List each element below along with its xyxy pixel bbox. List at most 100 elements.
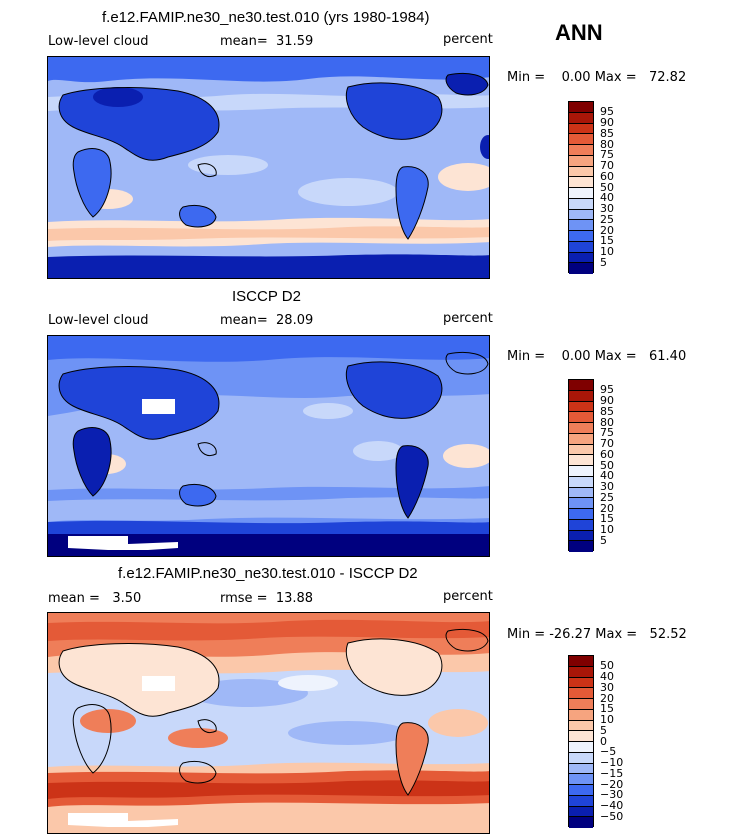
colorbar-swatch <box>569 198 593 210</box>
colorbar-swatch <box>569 817 593 828</box>
panel-3-rmse-label: rmse = 13.88 <box>220 591 313 606</box>
colorbar-swatch <box>569 188 593 199</box>
colorbar-label: 95 <box>600 383 614 397</box>
colorbar-label: −15 <box>600 766 624 780</box>
colorbar-label: −40 <box>600 799 624 812</box>
panel-3-mean-label: mean = 3.50 <box>48 591 141 606</box>
panel-3-colorbar-box <box>568 655 594 828</box>
colorbar-label: 50 <box>600 458 614 472</box>
colorbar-label: 50 <box>600 659 614 673</box>
colorbar-swatch <box>569 263 593 274</box>
colorbar-label: 60 <box>600 169 614 183</box>
colorbar-label: 90 <box>600 394 614 407</box>
colorbar-label: 70 <box>600 437 614 450</box>
panel-1-units: percent <box>443 32 493 47</box>
colorbar-label: 0 <box>600 734 607 748</box>
panel-2-map <box>47 335 490 557</box>
panel-3-minmax: Min = -26.27 Max = 52.52 <box>507 627 687 642</box>
colorbar-swatch <box>569 498 593 509</box>
colorbar-swatch <box>569 444 593 456</box>
colorbar-swatch <box>569 509 593 520</box>
panel-2-units: percent <box>443 311 493 326</box>
colorbar-label: 10 <box>600 713 614 726</box>
colorbar-label: 25 <box>600 212 614 226</box>
colorbar-label: −50 <box>600 809 624 823</box>
colorbar-swatch <box>569 241 593 253</box>
panel-2-colorbar-box <box>568 379 594 552</box>
colorbar-label: 50 <box>600 180 614 194</box>
colorbar-swatch <box>569 530 593 542</box>
colorbar-label: −20 <box>600 777 624 791</box>
colorbar-label: 5 <box>600 255 607 269</box>
colorbar-swatch <box>569 412 593 423</box>
colorbar-label: 85 <box>600 126 614 140</box>
colorbar-label: 20 <box>600 501 614 515</box>
panel-1-variable-label: Low-level cloud <box>48 34 149 49</box>
colorbar-swatch <box>569 795 593 807</box>
colorbar-swatch <box>569 785 593 796</box>
colorbar-swatch <box>569 380 593 391</box>
colorbar-swatch <box>569 519 593 531</box>
colorbar-swatch <box>569 423 593 434</box>
panel-2-map-svg <box>48 336 489 556</box>
panel-1-mean-value: 31.59 <box>276 34 314 49</box>
colorbar-swatch <box>569 231 593 242</box>
colorbar-label: 40 <box>600 191 614 205</box>
panel-3-mean-value: 3.50 <box>112 591 142 606</box>
colorbar-swatch <box>569 390 593 402</box>
panel-2-title: ISCCP D2 <box>232 288 301 305</box>
colorbar-swatch <box>569 455 593 466</box>
colorbar-label: 15 <box>600 234 614 248</box>
panel-3-title: f.e12.FAMIP.ne30_ne30.test.010 - ISCCP D… <box>118 565 418 582</box>
colorbar-swatch <box>569 476 593 488</box>
panel-2-variable-label: Low-level cloud <box>48 313 149 328</box>
colorbar-swatch <box>569 731 593 742</box>
colorbar-swatch <box>569 252 593 264</box>
colorbar-swatch <box>569 220 593 231</box>
colorbar-label: 40 <box>600 469 614 483</box>
colorbar-label: −10 <box>600 756 624 769</box>
colorbar-swatch <box>569 134 593 145</box>
colorbar-swatch <box>569 742 593 753</box>
colorbar-label: 75 <box>600 148 614 162</box>
colorbar-label: 20 <box>600 691 614 705</box>
colorbar-label: 90 <box>600 116 614 129</box>
colorbar-swatch <box>569 656 593 667</box>
colorbar-swatch <box>569 401 593 413</box>
panel-3-mean-text: mean = <box>48 591 100 606</box>
colorbar-swatch <box>569 487 593 499</box>
colorbar-label: 5 <box>600 723 607 737</box>
panel-3-map <box>47 612 490 834</box>
colorbar-swatch <box>569 677 593 689</box>
colorbar-swatch <box>569 209 593 221</box>
colorbar-label: 95 <box>600 105 614 119</box>
colorbar-swatch <box>569 774 593 785</box>
colorbar-swatch <box>569 709 593 721</box>
colorbar-label: 60 <box>600 447 614 461</box>
colorbar-swatch <box>569 433 593 445</box>
colorbar-label: 15 <box>600 512 614 526</box>
colorbar-swatch <box>569 123 593 135</box>
panel-1-minmax: Min = 0.00 Max = 72.82 <box>507 70 687 85</box>
panel-1-map-svg <box>48 57 489 278</box>
colorbar-label: 20 <box>600 223 614 237</box>
colorbar-label: 85 <box>600 404 614 418</box>
season-label: ANN <box>555 20 603 45</box>
colorbar-swatch <box>569 752 593 764</box>
colorbar-label: 25 <box>600 490 614 504</box>
colorbar-swatch <box>569 763 593 775</box>
colorbar-label: 80 <box>600 415 614 429</box>
colorbar-label: 80 <box>600 137 614 151</box>
panel-2-mean-label: mean= 28.09 <box>220 313 313 328</box>
colorbar-label: 75 <box>600 426 614 440</box>
panel-1-colorbar-box <box>568 101 594 274</box>
colorbar-label: 30 <box>600 680 614 694</box>
colorbar-swatch <box>569 177 593 188</box>
colorbar-label: 10 <box>600 245 614 258</box>
panel-1-title: f.e12.FAMIP.ne30_ne30.test.010 (yrs 1980… <box>102 9 430 26</box>
colorbar-swatch <box>569 699 593 710</box>
colorbar-swatch <box>569 806 593 818</box>
colorbar-label: 5 <box>600 533 607 547</box>
colorbar-swatch <box>569 720 593 732</box>
colorbar-swatch <box>569 145 593 156</box>
